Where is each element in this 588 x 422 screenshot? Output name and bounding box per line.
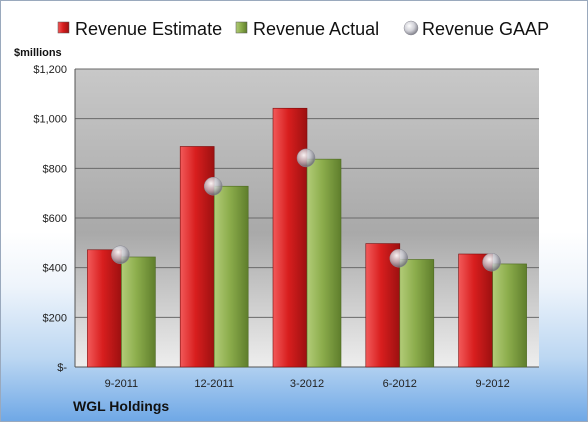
y-tick-label: $1,200 bbox=[33, 64, 67, 76]
x-tick-label: 6-2012 bbox=[383, 378, 417, 390]
marker-revenue-gaap bbox=[482, 252, 501, 272]
bar-revenue-actual bbox=[306, 158, 342, 368]
marker-revenue-gaap bbox=[111, 245, 130, 265]
legend-swatch bbox=[235, 21, 248, 34]
x-axis-ticks: 9-2011 12-2011 3-2012 6-2012 9-2012 bbox=[105, 378, 510, 390]
x-tick-label: 9-2011 bbox=[105, 378, 138, 390]
y-tick-label: $800 bbox=[43, 163, 67, 175]
y-tick-label: $600 bbox=[43, 213, 67, 225]
legend-label: Revenue Estimate bbox=[75, 19, 222, 39]
y-axis-ticks: $- $200 $400 $600 $800 $1,000 $1,200 bbox=[33, 64, 67, 374]
bar-revenue-actual bbox=[121, 256, 156, 368]
bar-revenue-estimate bbox=[272, 107, 308, 368]
bar-revenue-actual bbox=[492, 263, 527, 368]
legend-swatch bbox=[57, 21, 70, 34]
bar-revenue-actual bbox=[399, 259, 435, 368]
legend-swatch bbox=[403, 20, 419, 36]
gaap-markers bbox=[111, 148, 501, 272]
unit-label: $millions bbox=[14, 47, 62, 59]
company-label: WGL Holdings bbox=[73, 398, 169, 414]
y-tick-label: $- bbox=[57, 362, 67, 374]
bar-revenue-estimate bbox=[87, 249, 122, 368]
bar-revenue-actual bbox=[213, 185, 249, 368]
y-tick-label: $200 bbox=[43, 312, 67, 324]
x-tick-label: 3-2012 bbox=[290, 378, 324, 390]
y-tick-label: $400 bbox=[43, 263, 67, 275]
x-tick-label: 12-2011 bbox=[194, 378, 234, 390]
marker-revenue-gaap bbox=[389, 248, 409, 268]
legend-label: Revenue Actual bbox=[253, 19, 379, 39]
x-tick-label: 9-2012 bbox=[475, 378, 509, 390]
marker-revenue-gaap bbox=[203, 176, 223, 196]
marker-revenue-gaap bbox=[296, 148, 316, 168]
legend-label: Revenue GAAP bbox=[422, 19, 549, 39]
y-tick-label: $1,000 bbox=[33, 114, 67, 126]
bar-revenue-estimate bbox=[458, 253, 493, 368]
legend: Revenue Estimate Revenue Actual Revenue GA… bbox=[57, 19, 549, 39]
